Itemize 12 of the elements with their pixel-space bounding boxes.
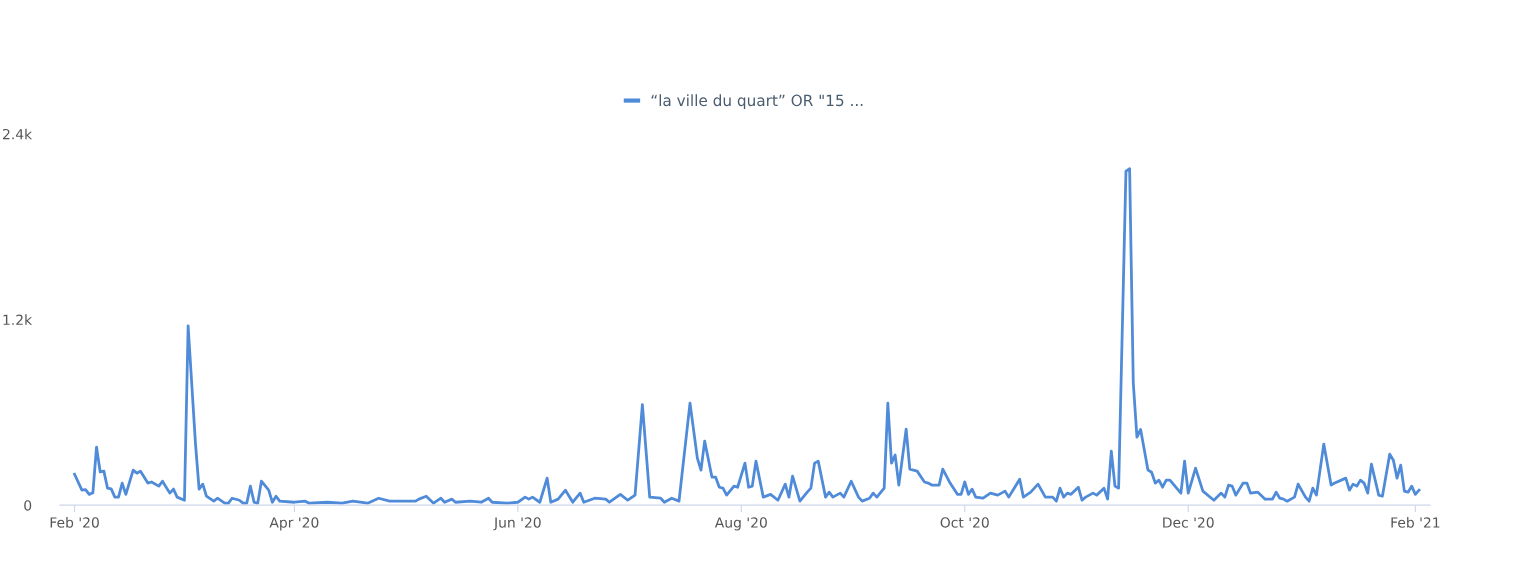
x-tick-label: Feb '21 bbox=[1391, 516, 1440, 528]
x-tick-label: Apr '20 bbox=[269, 517, 319, 531]
y-tick-label: 0 bbox=[24, 500, 32, 511]
x-tick-label: Feb '20 bbox=[50, 516, 99, 528]
line-series bbox=[73, 167, 1421, 505]
x-tick-label: Aug '20 bbox=[714, 517, 767, 531]
x-tick-label: Dec '20 bbox=[1163, 517, 1214, 528]
x-tick-label: Jun '20 bbox=[493, 517, 541, 531]
y-tick-label: 2.4k bbox=[3, 128, 33, 140]
legend-label: “la ville du quart” OR "15 ... bbox=[651, 94, 863, 110]
x-tick-label: Oct '20 bbox=[940, 517, 989, 528]
y-tick-label: 1.2k bbox=[3, 314, 33, 325]
